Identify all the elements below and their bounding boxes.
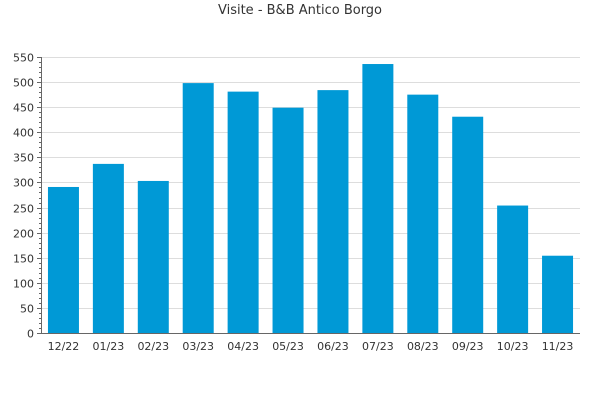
bar-07-23	[362, 64, 394, 333]
y-tick-label: 300	[13, 177, 34, 190]
y-tick-label: 0	[27, 328, 34, 341]
x-tick-label: 06/23	[317, 340, 349, 353]
y-tick-label: 400	[13, 127, 34, 140]
y-tick-label: 100	[13, 278, 34, 291]
chart-title: Visite - B&B Antico Borgo	[217, 3, 383, 18]
y-tick-label: 200	[13, 228, 34, 241]
axes	[37, 57, 580, 334]
bar-01-23	[92, 163, 124, 333]
x-tick-label: 04/23	[227, 340, 259, 353]
x-tick-label: 05/23	[272, 340, 304, 353]
y-tick-label: 250	[13, 203, 34, 216]
x-tick-label: 02/23	[137, 340, 169, 353]
bar-06-23	[317, 90, 349, 334]
bar-05-23	[272, 107, 304, 333]
x-tick-labels: 12/22 01/23 02/23 03/23 04/23 05/23 06/23 07/23…	[48, 340, 574, 353]
grid-lines	[41, 57, 580, 309]
x-tick-label: 01/23	[93, 340, 125, 353]
x-tick-label: 08/23	[407, 340, 439, 353]
y-tick-label: 150	[13, 253, 34, 266]
y-tick-label: 500	[13, 77, 34, 90]
x-tick-label: 10/23	[497, 340, 529, 353]
x-tick-label: 11/23	[542, 340, 574, 353]
bar-04-23	[227, 91, 259, 333]
y-tick-label: 350	[13, 152, 34, 165]
bar-11-23	[542, 255, 574, 333]
bar-10-23	[497, 205, 529, 333]
x-tick-label: 07/23	[362, 340, 394, 353]
bar-08-23	[407, 94, 439, 334]
bar-09-23	[452, 116, 484, 333]
bar-03-23	[182, 83, 214, 333]
bars	[47, 64, 574, 334]
bar-02-23	[137, 180, 169, 333]
y-tick-label: 550	[13, 52, 34, 65]
x-tick-label: 12/22	[48, 340, 80, 353]
bar-12-22	[47, 186, 79, 333]
y-tick-label: 50	[20, 303, 34, 316]
x-tick-label: 09/23	[452, 340, 484, 353]
y-tick-label: 450	[13, 102, 34, 115]
y-tick-labels: 0 50 100 150 200 250 300 350 400 450 500 550	[13, 52, 34, 341]
x-tick-label: 03/23	[182, 340, 214, 353]
